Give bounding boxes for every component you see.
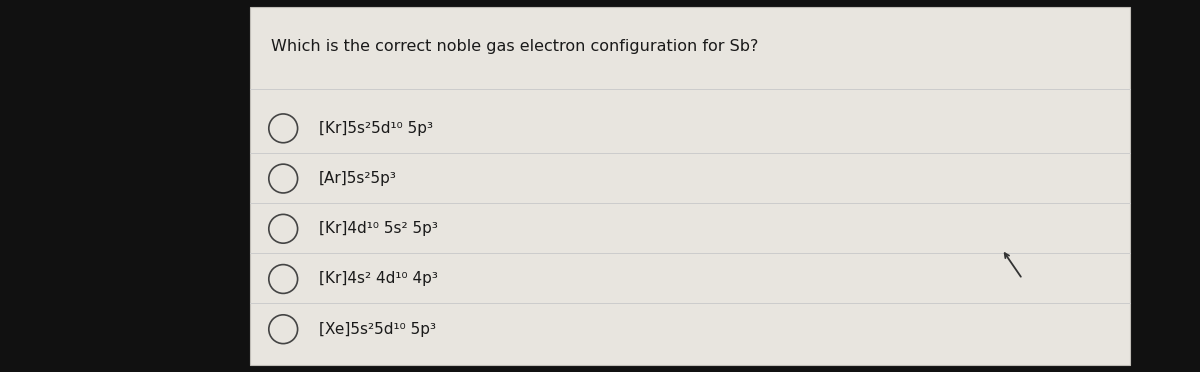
Text: Which is the correct noble gas electron configuration for Sb?: Which is the correct noble gas electron …	[271, 39, 758, 54]
Text: [Xe]5s²5d¹⁰ 5p³: [Xe]5s²5d¹⁰ 5p³	[319, 322, 437, 337]
Text: [Kr]4d¹⁰ 5s² 5p³: [Kr]4d¹⁰ 5s² 5p³	[319, 221, 438, 236]
Text: [Kr]5s²5d¹⁰ 5p³: [Kr]5s²5d¹⁰ 5p³	[319, 121, 433, 136]
Text: [Kr]4s² 4d¹⁰ 4p³: [Kr]4s² 4d¹⁰ 4p³	[319, 272, 438, 286]
FancyBboxPatch shape	[250, 7, 1130, 365]
Text: [Ar]5s²5p³: [Ar]5s²5p³	[319, 171, 397, 186]
